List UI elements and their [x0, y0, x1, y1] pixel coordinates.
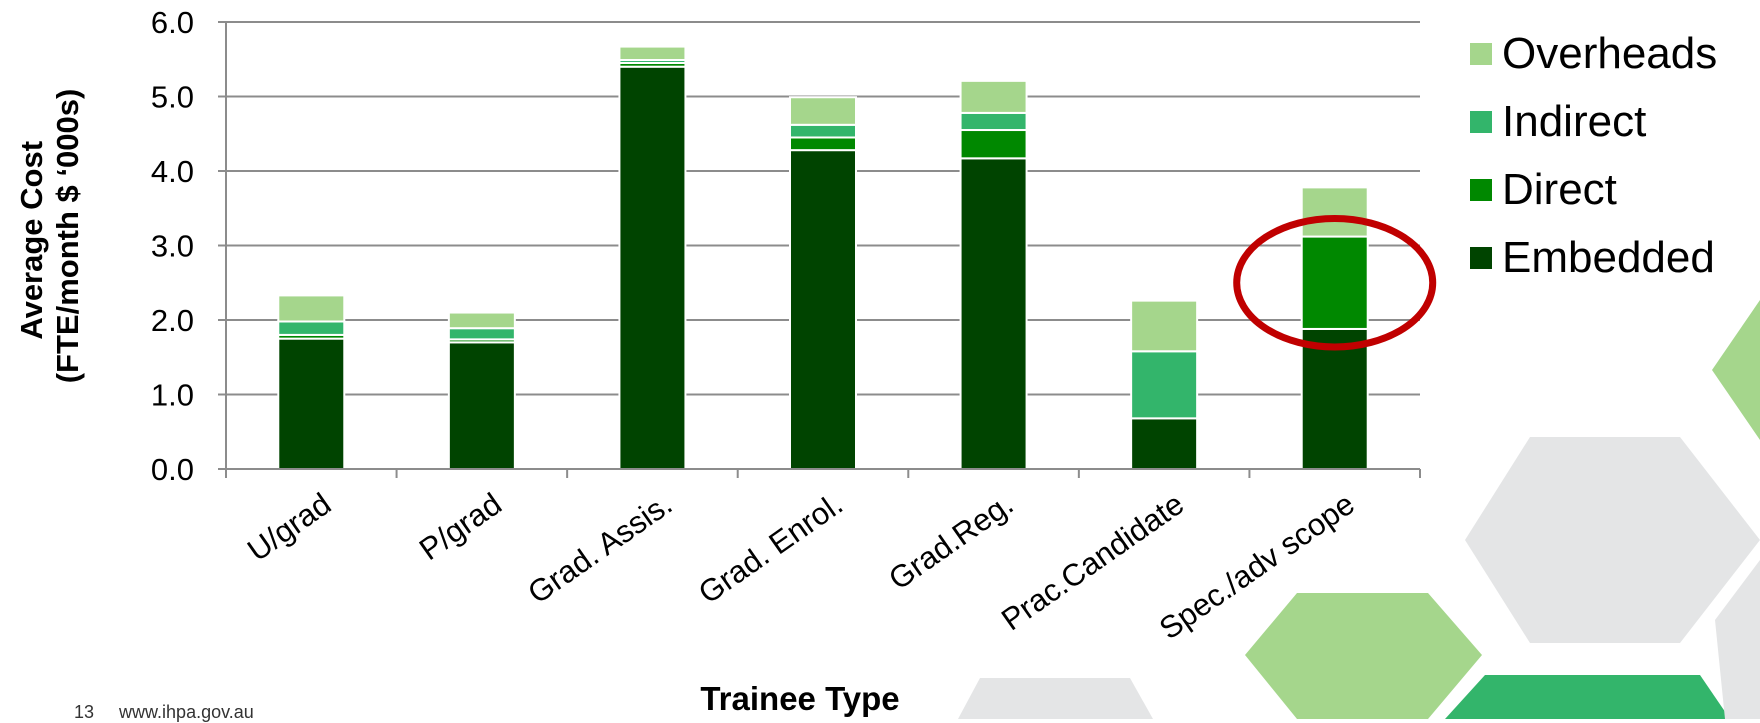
y-tick-label: 2.0 — [151, 303, 194, 338]
x-axis-title: Trainee Type — [700, 680, 899, 717]
hexagon-shape — [1245, 593, 1482, 719]
footer-url[interactable]: www.ihpa.gov.au — [119, 702, 254, 722]
bar-segment-direct — [959, 129, 1028, 160]
y-tick-label: 6.0 — [151, 5, 194, 40]
page-number: 13 — [74, 702, 95, 722]
legend-swatch-direct — [1470, 179, 1492, 201]
hexagon-shape — [1445, 675, 1730, 719]
bar-segment-embedded — [277, 337, 346, 470]
hexagon-shape — [1465, 437, 1760, 643]
bar-segment-indirect — [959, 111, 1028, 132]
bar-segment-embedded — [447, 341, 516, 471]
hexagon-shape — [1712, 300, 1760, 440]
bar-segment-overheads — [1300, 186, 1369, 238]
y-tick-label: 5.0 — [151, 80, 194, 115]
legend-swatch-indirect — [1470, 111, 1492, 133]
legend-swatch-embedded — [1470, 247, 1492, 269]
legend-item-overheads: Overheads — [1470, 20, 1717, 88]
bar-segment-direct — [789, 136, 857, 152]
y-tick-label: 3.0 — [151, 229, 194, 264]
chart-legend: Overheads Indirect Direct Embedded — [1470, 20, 1717, 292]
legend-item-indirect: Indirect — [1470, 88, 1717, 156]
legend-label-indirect: Indirect — [1502, 97, 1647, 146]
x-tick-label: U/grad — [241, 486, 337, 568]
bar-segment-overheads — [447, 311, 516, 330]
x-tick-label: P/grad — [413, 486, 508, 567]
bar-segment-embedded — [1130, 417, 1199, 470]
legend-item-direct: Direct — [1470, 156, 1717, 224]
x-tick-label: Grad. Enrol. — [692, 486, 849, 611]
bar-segment-indirect — [1130, 350, 1199, 420]
legend-swatch-overheads — [1470, 43, 1492, 65]
legend-label-overheads: Overheads — [1502, 29, 1718, 78]
y-axis-title: Average Cost (FTE/month $ ‘000s) — [14, 89, 85, 384]
bar-segment-embedded — [789, 149, 857, 470]
bar-segment-overheads — [618, 45, 687, 61]
bar-segment-indirect — [447, 327, 516, 341]
bar-segment-overheads — [959, 79, 1028, 114]
hexagon-shape — [1715, 560, 1760, 719]
y-tick-label: 4.0 — [151, 154, 194, 189]
bar-segment-indirect — [789, 123, 857, 139]
bar-segment-direct — [1300, 235, 1369, 330]
bar-segment-indirect — [277, 320, 346, 336]
y-tick-label: 0.0 — [151, 452, 194, 487]
slide-footer: 13 www.ihpa.gov.au — [74, 702, 274, 723]
x-tick-label: Grad. Assis. — [521, 486, 678, 611]
bar-segment-overheads — [789, 96, 857, 126]
highlight-ellipse — [1233, 215, 1437, 351]
bar-segment-embedded — [959, 157, 1028, 471]
hexagon-shape — [958, 678, 1153, 719]
bar-segment-embedded — [618, 65, 687, 470]
x-tick-label: Grad.Reg. — [882, 486, 1019, 597]
legend-label-direct: Direct — [1502, 165, 1617, 214]
bar-segment-overheads — [277, 294, 346, 323]
legend-item-embedded: Embedded — [1470, 224, 1717, 292]
y-tick-label: 1.0 — [151, 378, 194, 413]
bar-segment-overheads — [1130, 299, 1199, 353]
y-axis-title-line-1: Average Cost — [14, 141, 49, 340]
bar-segment-embedded — [1300, 327, 1369, 470]
y-axis-title-line-2: (FTE/month $ ‘000s) — [50, 89, 85, 384]
legend-label-embedded: Embedded — [1502, 233, 1715, 282]
